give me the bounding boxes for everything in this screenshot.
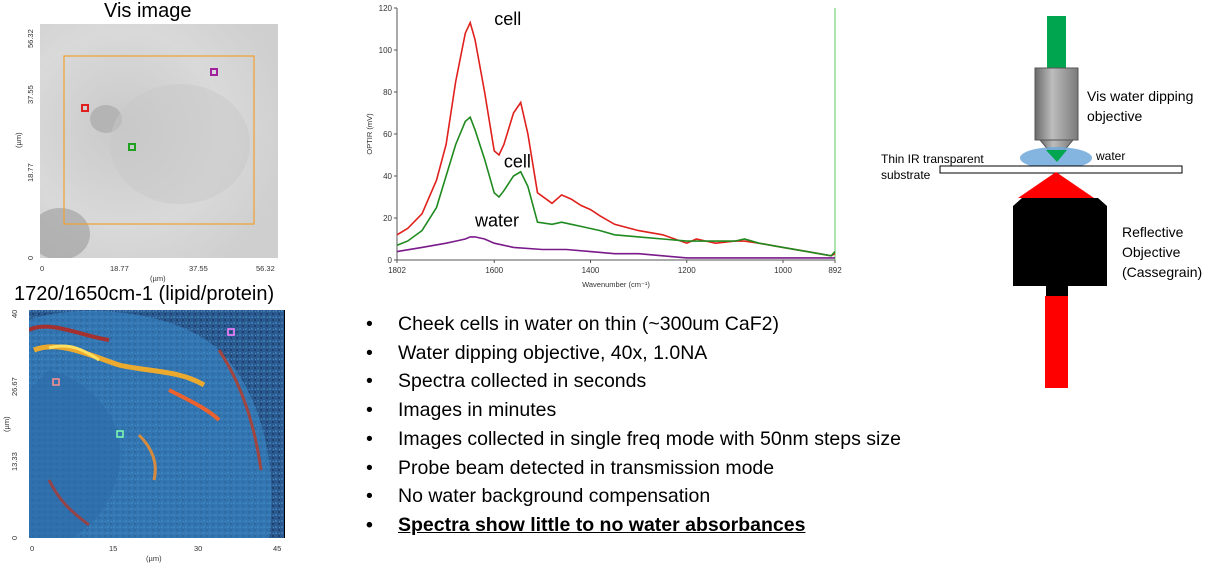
dipping-objective bbox=[1034, 67, 1079, 141]
notes-list: Cheek cells in water on thin (~300um CaF… bbox=[366, 310, 901, 540]
objective-label: Vis water dipping objective bbox=[1087, 88, 1194, 124]
vis-x-unit: (µm) bbox=[150, 274, 166, 283]
vis-image bbox=[40, 24, 278, 258]
ratio-image-title: 1720/1650cm-1 (lipid/protein) bbox=[14, 283, 275, 305]
ir-beam bbox=[1045, 296, 1068, 388]
marker-purple bbox=[227, 328, 235, 336]
ratio-xtick: 30 bbox=[194, 544, 203, 553]
y-axis-label: OPTIR (mV) bbox=[365, 113, 374, 155]
series-line-cell bbox=[396, 115, 836, 257]
series-annotation: cell bbox=[494, 9, 521, 29]
series-line-water bbox=[396, 236, 835, 259]
x-tick-label: 1000 bbox=[774, 266, 792, 275]
note-item: Images in minutes bbox=[366, 396, 901, 425]
marker-red bbox=[81, 104, 89, 112]
vis-beam bbox=[1047, 16, 1066, 68]
x-tick-label: 1200 bbox=[678, 266, 696, 275]
ir-cone bbox=[1018, 172, 1094, 198]
note-item: Water dipping objective, 40x, 1.0NA bbox=[366, 339, 901, 368]
ratio-image bbox=[29, 310, 285, 538]
note-item: Cheek cells in water on thin (~300um CaF… bbox=[366, 310, 901, 339]
reflective-objective-label: Reflective Objective (Cassegrain) bbox=[1122, 224, 1203, 280]
x-tick-label: 1802 bbox=[388, 266, 406, 275]
vis-y-unit: (µm) bbox=[14, 132, 23, 148]
vis-ytick: 56.32 bbox=[26, 29, 35, 48]
ratio-xtick: 15 bbox=[109, 544, 118, 553]
y-tick-label: 80 bbox=[383, 88, 392, 97]
y-tick-label: 60 bbox=[383, 130, 392, 139]
ratio-x-unit: (µm) bbox=[146, 554, 162, 563]
ratio-ytick: 26.67 bbox=[10, 377, 19, 396]
marker-purple bbox=[210, 68, 218, 76]
series-line-cell bbox=[396, 20, 836, 257]
ratio-ytick: 0 bbox=[10, 535, 19, 540]
note-item: Images collected in single freq mode wit… bbox=[366, 425, 901, 454]
note-item: Probe beam detected in transmission mode bbox=[366, 454, 901, 483]
ratio-y-unit: (µm) bbox=[2, 416, 11, 432]
y-tick-label: 40 bbox=[383, 172, 392, 181]
reflective-objective bbox=[1013, 198, 1107, 296]
marker-green bbox=[128, 143, 136, 151]
ratio-ytick: 40 bbox=[10, 309, 19, 318]
vis-xtick: 0 bbox=[40, 264, 45, 273]
spectrum-chart: 0 20 40 60 80 100 120 1802 1600 1400 1200 1000 892 Wa… bbox=[365, 4, 842, 289]
substrate-label: Thin IR transparent substrate bbox=[881, 152, 984, 182]
note-item: Spectra collected in seconds bbox=[366, 367, 901, 396]
x-tick-label: 1600 bbox=[485, 266, 503, 275]
y-tick-label: 0 bbox=[388, 256, 393, 265]
x-tick-label: 1400 bbox=[582, 266, 600, 275]
marker-red bbox=[52, 378, 60, 386]
note-item-emphasis: Spectra show little to no water absorban… bbox=[366, 511, 901, 540]
ratio-xtick: 0 bbox=[30, 544, 35, 553]
x-tick-label: 892 bbox=[828, 266, 842, 275]
marker-green bbox=[116, 430, 124, 438]
ratio-xtick: 45 bbox=[273, 544, 282, 553]
vis-ytick: 18.77 bbox=[26, 163, 35, 182]
water-label: water bbox=[1096, 149, 1126, 163]
vis-ytick: 37.55 bbox=[26, 85, 35, 104]
optics-diagram bbox=[939, 16, 1183, 388]
substrate bbox=[939, 165, 1183, 174]
series-annotation: cell bbox=[504, 152, 531, 172]
vis-xtick: 18.77 bbox=[110, 264, 129, 273]
y-tick-label: 20 bbox=[383, 214, 392, 223]
y-tick-label: 120 bbox=[379, 4, 393, 13]
vis-xtick: 37.55 bbox=[189, 264, 208, 273]
x-axis-label: Wavenumber (cm⁻¹) bbox=[582, 280, 650, 289]
note-item: No water background compensation bbox=[366, 482, 901, 511]
vis-image-title: Vis image bbox=[104, 0, 192, 22]
series-annotation: water bbox=[474, 210, 519, 230]
ratio-ytick: 13.33 bbox=[10, 452, 19, 471]
vis-ytick: 0 bbox=[26, 255, 35, 260]
vis-xtick: 56.32 bbox=[256, 264, 275, 273]
y-tick-label: 100 bbox=[379, 46, 393, 55]
